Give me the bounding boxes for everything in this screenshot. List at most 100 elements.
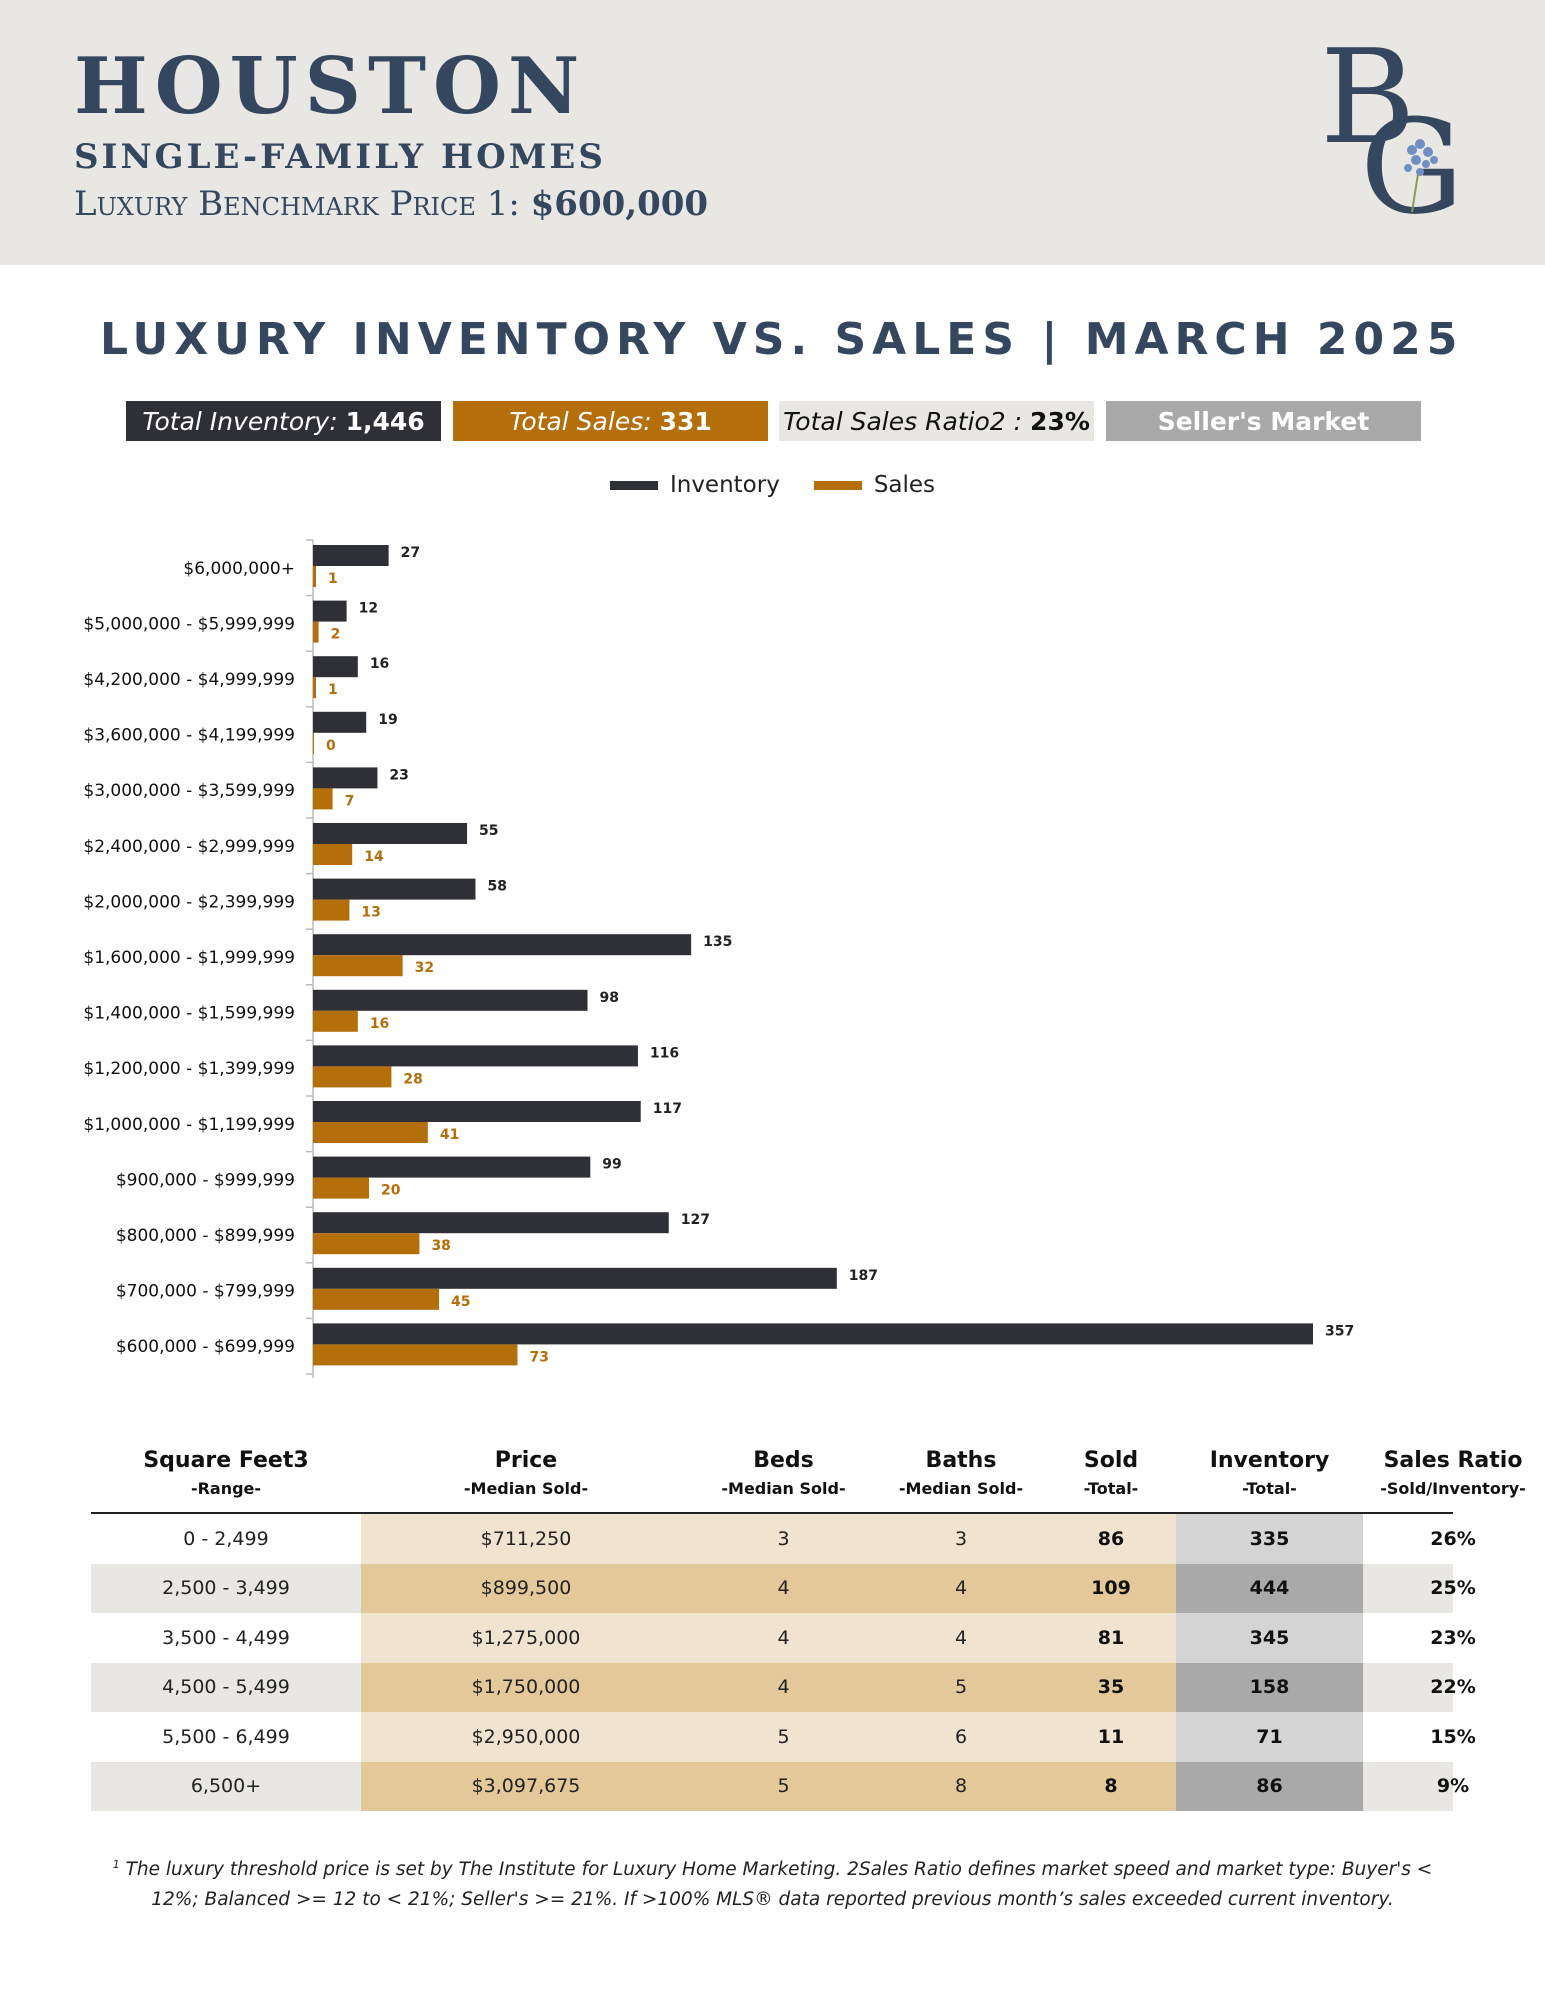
sales-bar <box>313 1177 370 1199</box>
inventory-bar <box>313 1045 638 1067</box>
cell-inventory: 335 <box>1176 1514 1363 1564</box>
svg-text:B: B <box>1320 22 1416 173</box>
cell-baths: 5 <box>876 1662 1046 1712</box>
table-row: 6,500+ $3,097,675 5 8 8 86 9% <box>91 1761 1469 1811</box>
cell-inventory: 444 <box>1176 1563 1363 1613</box>
sales-bar <box>313 1066 392 1088</box>
total-sales-badge: Total Sales: 331 <box>453 401 768 441</box>
cell-inventory: 345 <box>1176 1613 1363 1663</box>
inventory-bar <box>313 600 347 622</box>
sales-bar <box>313 955 403 977</box>
cell-inventory: 86 <box>1176 1761 1363 1811</box>
category-label: $1,200,000 - $1,399,999 <box>83 1059 295 1079</box>
inventory-value-label: 187 <box>849 1268 878 1284</box>
cell-beds: 4 <box>691 1563 876 1613</box>
header-subtitle: -Total- <box>1083 1479 1139 1498</box>
inventory-value-label: 99 <box>602 1157 621 1173</box>
cell-ratio: 9% <box>1436 1775 1470 1798</box>
category-label: $800,000 - $899,999 <box>116 1226 295 1246</box>
sales-bar <box>313 1010 358 1032</box>
cell-ratio: 23% <box>1430 1626 1476 1649</box>
cell-price: $899,500 <box>361 1563 691 1613</box>
footnote: 1 The luxury threshold price is set by T… <box>100 1855 1445 1914</box>
inventory-bar <box>313 1156 591 1178</box>
header-sold: Sold -Total- <box>1041 1448 1181 1498</box>
inventory-value-label: 12 <box>359 601 378 617</box>
table-header: Square Feet3 -Range- Price -Median Sold- Bed… <box>91 1440 1526 1514</box>
sales-ratio-badge: Total Sales Ratio2 : 23% <box>779 401 1094 441</box>
inventory-bar <box>313 989 588 1011</box>
footnote-mark: 1 <box>112 1857 120 1871</box>
sales-bar <box>313 1344 518 1366</box>
inventory-value-label: 135 <box>703 934 732 950</box>
category-label: $700,000 - $799,999 <box>116 1282 295 1302</box>
bg-logo: B G <box>1320 22 1464 227</box>
cell-beds: 4 <box>691 1662 876 1712</box>
legend-sales-swatch <box>813 480 862 490</box>
sales-bar <box>313 1233 420 1255</box>
inventory-value-label: 116 <box>650 1045 679 1061</box>
cell-range: 4,500 - 5,499 <box>162 1676 290 1699</box>
header-title: Beds <box>753 1448 814 1473</box>
inventory-bar <box>313 711 367 733</box>
category-label: $4,200,000 - $4,999,999 <box>83 670 295 690</box>
inventory-value-label: 55 <box>479 823 498 839</box>
inventory-bar <box>313 1212 669 1234</box>
inventory-bar <box>313 1101 641 1122</box>
sales-value-label: 1 <box>328 571 338 587</box>
total-inventory-value: 1,446 <box>345 406 425 436</box>
table-row: 5,500 - 6,499 $2,950,000 5 6 11 71 15% <box>91 1712 1476 1762</box>
table-row: 2,500 - 3,499 $899,500 4 4 109 444 25% <box>91 1563 1476 1613</box>
header-band: HOUSTON SINGLE-FAMILY HOMES Luxury Bench… <box>0 0 1545 265</box>
market-type-badge: Seller's Market <box>1106 401 1421 441</box>
inventory-bar <box>313 823 468 844</box>
inventory-value-label: 98 <box>600 990 619 1006</box>
chart-legend: Inventory Sales <box>0 472 1545 498</box>
sales-bar <box>313 1288 440 1310</box>
legend-sales: Sales <box>813 472 935 498</box>
inventory-value-label: 357 <box>1325 1323 1354 1339</box>
inventory-value-label: 117 <box>653 1101 682 1117</box>
table-body: 0 - 2,499 $711,250 3 3 86 335 26% 2,500 - 3,499… <box>91 1514 1476 1811</box>
cell-sold: 86 <box>1046 1514 1176 1564</box>
category-label: $600,000 - $699,999 <box>116 1337 295 1357</box>
category-label: $1,400,000 - $1,599,999 <box>83 1004 295 1024</box>
inventory-sales-bar-chart: $6,000,000+271$5,000,000 - $5,999,999122… <box>83 539 1354 1378</box>
inventory-bar <box>313 767 378 789</box>
cell-baths: 4 <box>876 1613 1046 1663</box>
category-label: $5,000,000 - $5,999,999 <box>83 614 295 634</box>
inventory-bar <box>313 878 476 900</box>
sales-bar <box>313 566 316 587</box>
header-ratio: Sales Ratio -Sold/Inventory- <box>1358 1448 1545 1498</box>
property-type-subtitle: SINGLE-FAMILY HOMES <box>74 137 606 177</box>
sales-bar <box>313 844 353 865</box>
header-title: Square Feet3 <box>143 1448 309 1473</box>
total-inventory-badge: Total Inventory: 1,446 <box>126 401 441 441</box>
header-subtitle: -Median Sold- <box>721 1479 846 1498</box>
header-subtitle: -Median Sold- <box>463 1479 589 1498</box>
inventory-bar <box>313 545 389 566</box>
sales-value-label: 28 <box>403 1071 422 1087</box>
cell-beds: 4 <box>691 1613 876 1663</box>
cell-beds: 3 <box>691 1514 876 1564</box>
cell-ratio: 22% <box>1430 1676 1476 1699</box>
sales-bar <box>313 788 333 810</box>
cell-price: $711,250 <box>361 1514 691 1564</box>
cell-baths: 8 <box>876 1761 1046 1811</box>
sales-value-label: 2 <box>331 627 341 643</box>
cell-ratio: 26% <box>1430 1527 1476 1550</box>
sales-value-label: 7 <box>345 793 355 809</box>
cell-inventory: 71 <box>1176 1712 1363 1762</box>
cell-sold: 35 <box>1046 1662 1176 1712</box>
sales-value-label: 16 <box>370 1016 389 1032</box>
header-subtitle: -Median Sold- <box>898 1479 1024 1498</box>
category-label: $3,000,000 - $3,599,999 <box>83 781 295 801</box>
sales-value-label: 13 <box>361 905 380 921</box>
cell-price: $1,750,000 <box>361 1662 691 1712</box>
header-beds: Beds -Median Sold- <box>686 1448 881 1498</box>
cell-sold: 11 <box>1046 1712 1176 1762</box>
cell-inventory: 158 <box>1176 1662 1363 1712</box>
header-baths: Baths -Median Sold- <box>871 1448 1051 1498</box>
benchmark-value: $600,000 <box>530 184 709 224</box>
header-title: Inventory <box>1209 1448 1330 1473</box>
